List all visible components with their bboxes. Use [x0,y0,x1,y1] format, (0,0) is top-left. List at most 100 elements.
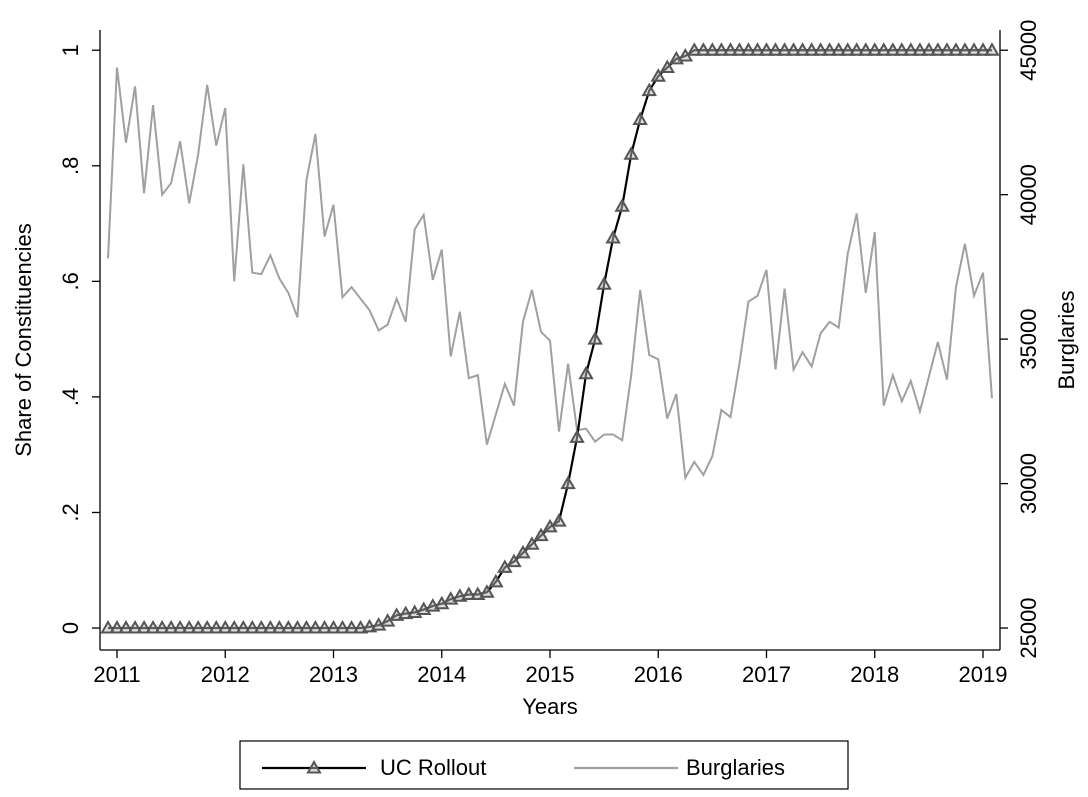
legend-label: UC Rollout [380,755,486,780]
marker [127,620,143,634]
marker [731,42,748,56]
marker [343,620,360,634]
marker [740,42,757,56]
marker [848,42,865,56]
legend-marker [306,759,322,774]
x-tick-label: 2018 [850,662,899,687]
marker [334,620,351,634]
marker [181,620,197,634]
y-tick-label: .8 [58,157,83,175]
marker [118,620,134,634]
marker [100,620,116,634]
marker [145,620,161,634]
marker [812,42,829,56]
marker [569,429,585,443]
marker [479,584,495,598]
marker [966,42,982,56]
marker [199,620,215,634]
x-tick-label: 2015 [526,662,575,687]
marker [109,620,125,634]
y-tick-label: .4 [58,388,83,406]
marker [136,620,152,634]
marker [506,553,522,568]
marker [695,42,712,56]
marker [235,620,252,634]
marker [650,68,666,82]
marker [596,276,612,290]
marker [984,42,1000,56]
marker [253,620,270,634]
y-tick-label: 1 [58,44,83,56]
marker [867,42,883,56]
marker [316,620,333,634]
marker [533,527,549,542]
marker [560,475,576,490]
y2-tick-label: 35000 [1016,309,1041,370]
marker [948,42,964,56]
x-tick-label: 2011 [93,662,140,687]
marker [659,59,675,74]
marker [623,146,639,160]
marker [551,513,567,527]
marker [632,111,648,126]
x-tick-label: 2012 [201,662,250,687]
y2-tick-label: 40000 [1016,164,1041,225]
marker [713,42,730,56]
y-tick-label: .6 [58,272,83,290]
series-line [107,67,993,482]
marker [163,620,179,634]
marker [578,365,594,380]
marker [912,42,928,56]
marker [587,331,603,345]
marker [461,586,477,601]
marker [614,198,630,212]
marker [803,42,820,56]
marker [894,42,910,56]
marker [704,42,721,56]
marker [794,42,811,56]
marker [830,42,847,56]
x-tick-label: 2013 [309,662,358,687]
marker [325,620,342,634]
marker [515,544,531,559]
y-axis-title: Share of Constituencies [11,223,36,457]
x-tick-label: 2014 [417,662,466,687]
y-tick-label: .2 [58,503,83,521]
marker [921,42,937,56]
legend-label: Burglaries [686,755,785,780]
marker [605,229,621,244]
marker [154,620,170,634]
marker [749,42,766,56]
x-axis-title: Years [522,694,577,719]
marker [262,620,279,634]
marker [217,620,233,634]
marker [488,573,504,588]
marker [280,620,297,634]
marker [208,620,224,634]
marker [758,42,775,56]
y2-tick-label: 30000 [1016,453,1041,514]
marker [686,42,703,56]
marker [957,42,973,56]
marker [876,42,892,56]
marker [641,82,657,97]
y2-tick-label: 25000 [1016,597,1041,658]
marker [939,42,955,56]
marker [785,42,802,56]
marker [722,42,739,56]
marker [172,620,188,634]
marker [858,42,874,56]
series-line [108,49,992,630]
marker [975,42,991,56]
x-tick-label: 2019 [959,662,1008,687]
x-tick-label: 2016 [634,662,683,687]
marker [903,42,919,56]
y2-tick-label: 45000 [1016,20,1041,81]
marker [190,620,206,634]
marker [289,620,306,634]
y-tick-label: 0 [58,622,83,634]
marker [271,620,288,634]
x-tick-label: 2017 [742,662,791,687]
marker [930,42,946,56]
